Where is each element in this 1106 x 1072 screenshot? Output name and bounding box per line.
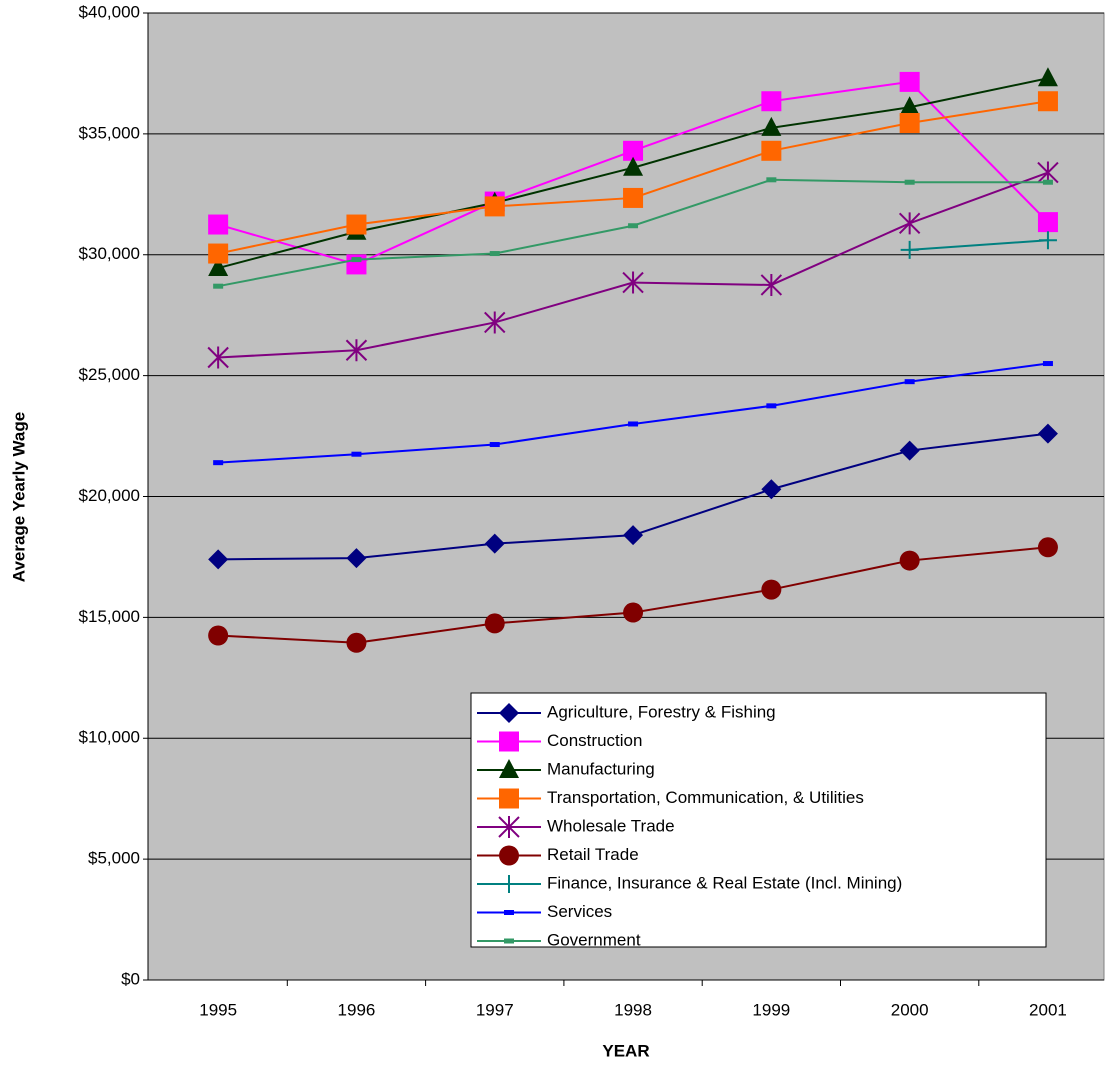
marker [208, 625, 229, 646]
marker [213, 283, 224, 289]
y-tick-label: $35,000 [79, 123, 140, 142]
marker [208, 257, 229, 277]
legend-label: Agriculture, Forestry & Fishing [547, 702, 776, 721]
marker [623, 140, 644, 161]
marker [900, 240, 919, 259]
marker [1037, 212, 1058, 233]
marker [904, 179, 915, 185]
marker [208, 214, 229, 235]
x-tick-label: 2000 [891, 1000, 929, 1019]
y-tick-label: $30,000 [79, 244, 140, 263]
marker [351, 451, 362, 457]
marker [207, 346, 229, 369]
legend-label: Services [547, 902, 612, 921]
marker [628, 223, 639, 229]
legend-label: Retail Trade [547, 845, 639, 864]
marker [351, 257, 362, 263]
marker [898, 212, 921, 235]
marker [499, 845, 519, 866]
x-tick-label: 1998 [614, 1000, 652, 1019]
marker [761, 116, 782, 136]
marker [761, 579, 782, 600]
marker [766, 403, 777, 409]
marker [498, 816, 520, 838]
marker [500, 875, 518, 893]
y-tick-label: $5,000 [88, 849, 140, 868]
marker [499, 788, 519, 809]
marker [346, 548, 367, 569]
marker [1037, 67, 1058, 87]
y-tick-label: $0 [121, 969, 140, 988]
marker [761, 140, 782, 161]
y-tick-label: $15,000 [79, 607, 140, 626]
marker [1042, 179, 1053, 185]
marker [899, 71, 920, 92]
y-tick-label: $40,000 [79, 2, 140, 21]
marker [899, 96, 920, 116]
x-tick-label: 1997 [476, 1000, 514, 1019]
marker [899, 550, 920, 571]
marker [1037, 537, 1058, 558]
marker [623, 602, 644, 623]
marker [489, 251, 500, 257]
marker [484, 311, 506, 334]
marker [484, 196, 505, 217]
marker [346, 214, 367, 235]
marker [623, 187, 644, 208]
marker [346, 632, 367, 653]
marker [622, 271, 644, 294]
marker [760, 273, 783, 296]
legend-label: Construction [547, 731, 642, 750]
marker [628, 421, 639, 427]
marker [484, 533, 505, 554]
marker [623, 525, 644, 546]
x-tick-label: 1999 [752, 1000, 790, 1019]
marker [1042, 361, 1053, 367]
x-tick-label: 1995 [199, 1000, 237, 1019]
marker [761, 91, 782, 112]
marker [761, 479, 782, 500]
marker [208, 549, 229, 570]
marker [899, 112, 920, 133]
y-tick-label: $20,000 [79, 486, 140, 505]
marker [904, 379, 915, 385]
legend-box [470, 692, 1047, 948]
x-axis-title: YEAR [602, 1041, 649, 1060]
marker [1038, 231, 1057, 250]
marker [484, 613, 505, 634]
marker [213, 460, 224, 466]
marker [899, 440, 920, 461]
marker [504, 910, 514, 915]
marker [489, 442, 500, 448]
marker [208, 243, 229, 264]
marker [499, 759, 519, 778]
legend-label: Finance, Insurance & Real Estate (Incl. … [547, 873, 902, 892]
marker [623, 156, 644, 176]
legend-label: Manufacturing [547, 759, 655, 778]
legend-label: Government [547, 930, 641, 949]
y-tick-label: $10,000 [79, 728, 140, 747]
marker [345, 339, 368, 362]
marker [1037, 91, 1058, 112]
y-axis-title: Average Yearly Wage [9, 412, 28, 582]
marker [504, 938, 514, 944]
marker [1037, 423, 1058, 444]
legend-label: Transportation, Communication, & Utiliti… [547, 788, 864, 807]
x-tick-label: 2001 [1029, 1000, 1067, 1019]
legend-label: Wholesale Trade [547, 816, 675, 835]
marker [499, 731, 519, 752]
x-tick-label: 1996 [338, 1000, 376, 1019]
marker [499, 703, 519, 723]
y-tick-label: $25,000 [79, 365, 140, 384]
series-line [909, 239, 1049, 251]
legend: Agriculture, Forestry & Fishing Construct… [470, 692, 1047, 949]
marker [766, 177, 777, 183]
